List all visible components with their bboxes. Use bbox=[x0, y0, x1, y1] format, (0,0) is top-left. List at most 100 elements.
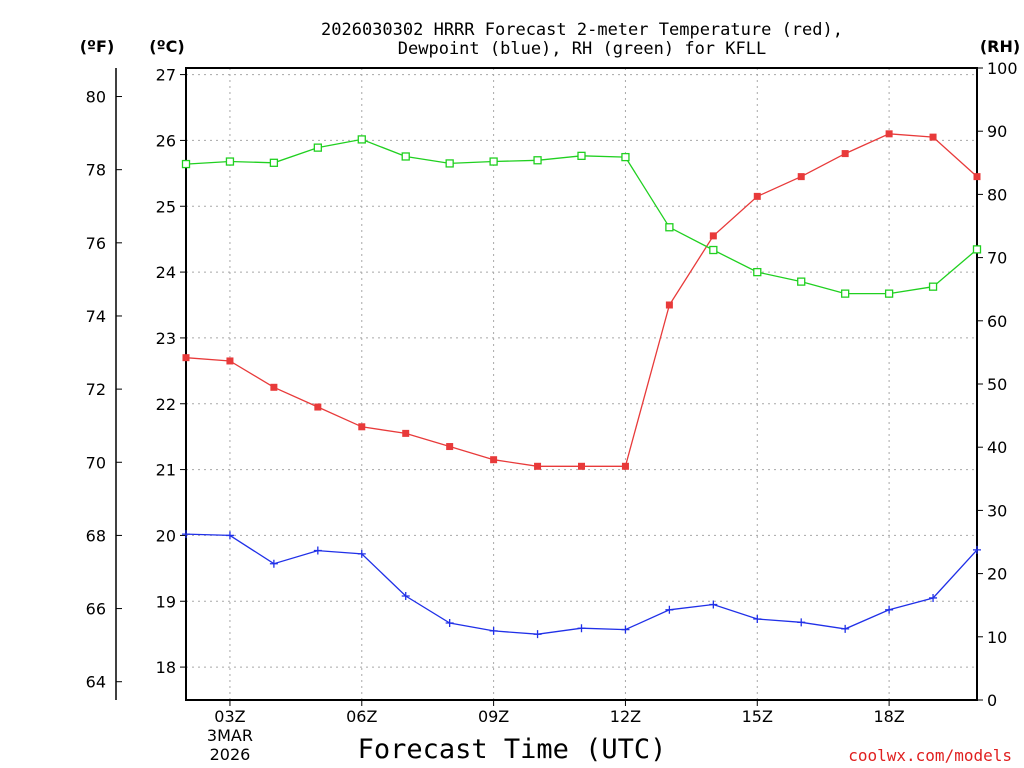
x-date-label: 3MAR bbox=[207, 726, 253, 745]
x-tick-label: 09Z bbox=[478, 707, 509, 726]
x-tick-label: 03Z bbox=[214, 707, 245, 726]
temperature-point bbox=[182, 354, 190, 362]
dewpoint-point bbox=[401, 591, 410, 600]
temperature-point bbox=[621, 462, 629, 470]
rh-tick-label: 0 bbox=[987, 691, 997, 710]
dewpoint-point bbox=[665, 605, 674, 614]
x-tick-label: 12Z bbox=[610, 707, 641, 726]
dewpoint-point bbox=[533, 630, 542, 639]
temperature-point bbox=[753, 192, 761, 200]
temperature-point bbox=[402, 429, 410, 437]
fahrenheit-tick-label: 64 bbox=[86, 673, 106, 692]
rh-point bbox=[313, 143, 322, 152]
celsius-unit-label: (ºC) bbox=[149, 37, 184, 56]
dewpoint-point bbox=[445, 618, 454, 627]
temperature-point bbox=[578, 462, 585, 470]
fahrenheit-tick-label: 66 bbox=[86, 600, 106, 619]
fahrenheit-tick-label: 80 bbox=[86, 88, 106, 107]
fahrenheit-tick-label: 70 bbox=[86, 453, 106, 472]
celsius-tick-label: 18 bbox=[156, 658, 176, 677]
temperature-point bbox=[534, 462, 542, 470]
fahrenheit-tick-label: 74 bbox=[86, 307, 106, 326]
dewpoint-point bbox=[709, 600, 718, 609]
series-layer bbox=[181, 130, 982, 639]
dewpoint-point bbox=[182, 530, 190, 539]
x-axis-label: Forecast Time (UTC) bbox=[358, 734, 667, 765]
fahrenheit-tick-label: 72 bbox=[86, 380, 106, 399]
x-tick-label: 15Z bbox=[742, 707, 773, 726]
rh-point bbox=[972, 245, 982, 254]
temperature-point bbox=[226, 357, 234, 365]
celsius-tick-label: 21 bbox=[156, 461, 176, 480]
x-year-label: 2026 bbox=[210, 745, 251, 764]
rh-unit-label: (RH) bbox=[980, 37, 1020, 56]
rh-point bbox=[533, 156, 542, 165]
rh-line bbox=[185, 138, 978, 295]
fahrenheit-tick-label: 68 bbox=[86, 526, 106, 545]
rh-tick-label: 70 bbox=[987, 249, 1007, 268]
rh-point bbox=[621, 152, 630, 162]
dewpoint-point bbox=[621, 625, 630, 634]
rh-point bbox=[665, 223, 674, 232]
rh-point bbox=[445, 159, 454, 168]
rh-tick-label: 10 bbox=[987, 628, 1007, 647]
temperature-point bbox=[358, 423, 366, 431]
dewpoint-line bbox=[185, 533, 978, 635]
fahrenheit-tick-label: 78 bbox=[86, 161, 106, 180]
rh-tick-label: 50 bbox=[987, 375, 1007, 394]
temperature-point bbox=[841, 150, 849, 158]
temperature-point bbox=[885, 130, 893, 138]
celsius-tick-label: 23 bbox=[156, 329, 176, 348]
chart-title-line2: Dewpoint (blue), RH (green) for KFLL bbox=[398, 39, 766, 59]
dewpoint-point bbox=[357, 549, 366, 558]
temperature-point bbox=[709, 232, 717, 240]
rh-tick-label: 20 bbox=[987, 565, 1007, 584]
rh-point bbox=[841, 289, 850, 298]
temperature-point bbox=[490, 456, 498, 464]
rh-tick-label: 100 bbox=[987, 59, 1018, 78]
celsius-tick-label: 20 bbox=[156, 526, 176, 545]
x-tick-label: 18Z bbox=[873, 707, 904, 726]
temperature-point bbox=[929, 133, 937, 141]
dewpoint-point bbox=[225, 531, 234, 540]
rh-tick-label: 80 bbox=[987, 185, 1007, 204]
dewpoint-point bbox=[269, 559, 278, 568]
dewpoint-point bbox=[489, 626, 498, 635]
rh-point bbox=[181, 159, 191, 169]
temperature-point bbox=[270, 383, 278, 391]
dewpoint-point bbox=[929, 593, 938, 602]
temperature-point bbox=[797, 173, 805, 181]
rh-point bbox=[269, 158, 279, 167]
fahrenheit-tick-label: 76 bbox=[86, 234, 106, 253]
celsius-tick-label: 19 bbox=[156, 592, 176, 611]
celsius-tick-label: 25 bbox=[156, 197, 176, 216]
rh-point bbox=[884, 289, 894, 298]
dewpoint-point bbox=[973, 545, 981, 554]
fahrenheit-unit-label: (ºF) bbox=[80, 37, 115, 56]
celsius-tick-label: 27 bbox=[156, 66, 176, 85]
grid-layer bbox=[186, 68, 977, 700]
dewpoint-point bbox=[753, 615, 762, 624]
rh-tick-label: 60 bbox=[987, 312, 1007, 331]
chart-title-line1: 2026030302 HRRR Forecast 2-meter Tempera… bbox=[321, 20, 843, 40]
celsius-tick-label: 22 bbox=[156, 395, 176, 414]
rh-tick-label: 30 bbox=[987, 501, 1007, 520]
credit-text: coolwx.com/models bbox=[848, 746, 1012, 765]
temperature-point bbox=[314, 403, 322, 411]
rh-point bbox=[489, 157, 498, 166]
temperature-point bbox=[446, 443, 454, 451]
dewpoint-point bbox=[885, 605, 894, 614]
temperature-point bbox=[665, 301, 673, 309]
rh-point bbox=[797, 277, 806, 286]
rh-point bbox=[225, 157, 235, 166]
rh-point bbox=[577, 151, 586, 160]
dewpoint-point bbox=[797, 618, 806, 627]
dewpoint-point bbox=[313, 546, 322, 555]
rh-point bbox=[709, 245, 718, 255]
celsius-tick-label: 24 bbox=[156, 263, 176, 282]
rh-point bbox=[357, 135, 366, 144]
celsius-tick-label: 26 bbox=[156, 131, 176, 150]
x-tick-label: 06Z bbox=[346, 707, 377, 726]
